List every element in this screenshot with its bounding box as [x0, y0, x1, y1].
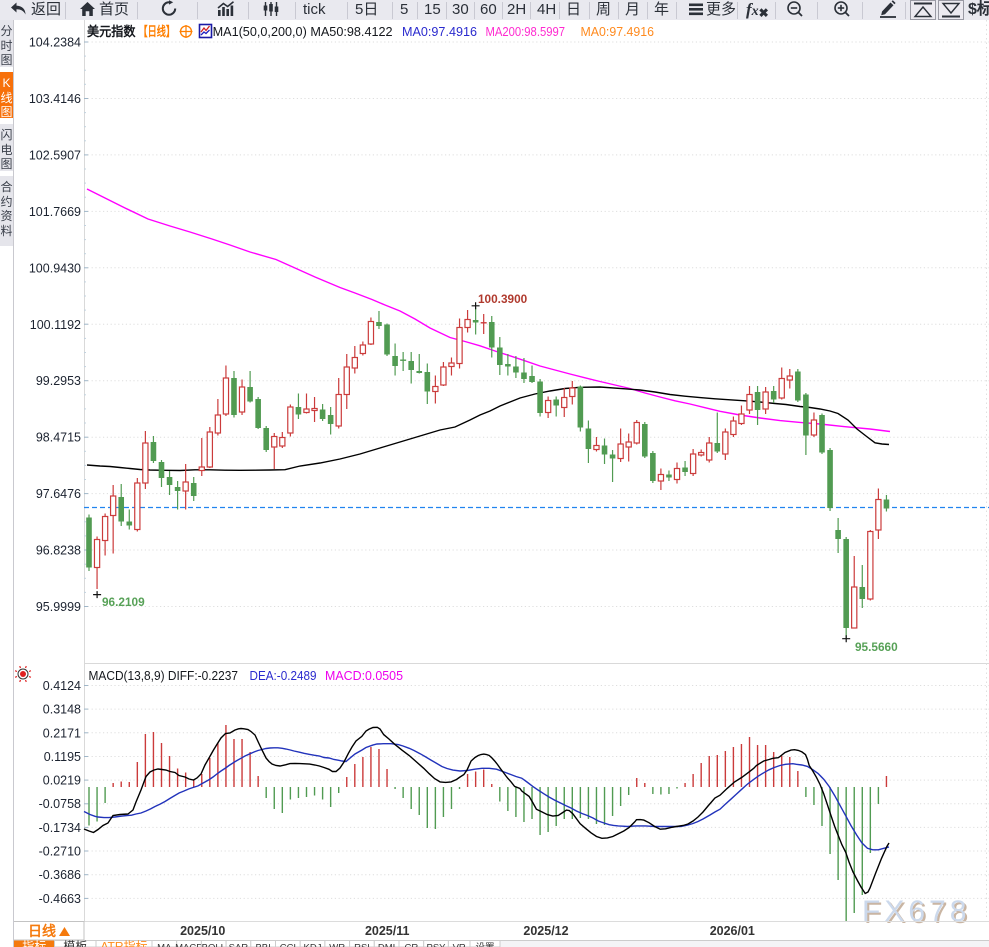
svg-text:2025/12: 2025/12: [523, 924, 568, 938]
svg-text:99.2953: 99.2953: [36, 374, 81, 388]
svg-text:MACD(13,8,9) DIFF:-0.2237: MACD(13,8,9) DIFF:-0.2237: [89, 668, 239, 683]
svg-text:MACD: MACD: [175, 943, 203, 947]
svg-text:模板: 模板: [63, 940, 87, 947]
svg-text:PSY: PSY: [426, 943, 446, 947]
svg-text:CCI: CCI: [280, 943, 296, 947]
svg-text:【日线】: 【日线】: [139, 24, 176, 39]
svg-text:FX678: FX678: [864, 897, 972, 930]
svg-text:100.9430: 100.9430: [29, 261, 81, 275]
svg-text:100.3900: 100.3900: [478, 292, 528, 306]
svg-text:0.4124: 0.4124: [43, 679, 81, 693]
svg-text:0.0219: 0.0219: [43, 774, 81, 788]
svg-text:日线: 日线: [28, 923, 56, 939]
svg-text:2025/10: 2025/10: [180, 924, 225, 938]
svg-text:MA0:97.4916: MA0:97.4916: [581, 24, 655, 39]
svg-text:DEA:-0.2489: DEA:-0.2489: [250, 668, 317, 683]
svg-text:2026/01: 2026/01: [710, 924, 755, 938]
svg-text:97.6476: 97.6476: [36, 487, 81, 501]
svg-text:KDJ: KDJ: [304, 943, 322, 947]
svg-text:101.7669: 101.7669: [29, 205, 81, 219]
svg-text:DMI: DMI: [378, 943, 395, 947]
svg-text:-0.0758: -0.0758: [39, 797, 81, 811]
svg-text:-0.2710: -0.2710: [39, 845, 81, 859]
svg-text:FX678: FX678: [862, 895, 970, 928]
svg-text:指标: 指标: [22, 939, 46, 947]
svg-text:MA1(50,0,200,0) MA50:98.4122: MA1(50,0,200,0) MA50:98.4122: [213, 24, 393, 39]
svg-text:ATR指标: ATR指标: [100, 939, 147, 947]
svg-text:RSI: RSI: [354, 943, 370, 947]
svg-text:-0.1734: -0.1734: [39, 821, 81, 835]
svg-text:0.3148: 0.3148: [43, 703, 81, 717]
svg-text:98.4715: 98.4715: [36, 431, 81, 445]
svg-text:CR: CR: [405, 943, 419, 947]
svg-text:美元指数: 美元指数: [87, 24, 136, 39]
svg-text:BBI: BBI: [255, 943, 270, 947]
svg-text:MA0:97.4916: MA0:97.4916: [402, 24, 477, 39]
svg-text:SAR: SAR: [229, 943, 249, 947]
svg-text:95.9999: 95.9999: [36, 600, 81, 614]
svg-text:BOLL: BOLL: [202, 943, 226, 947]
svg-text:MACD:0.0505: MACD:0.0505: [325, 668, 403, 683]
svg-text:-0.3686: -0.3686: [39, 868, 81, 882]
svg-text:-0.4663: -0.4663: [39, 892, 81, 906]
svg-text:96.8238: 96.8238: [36, 544, 81, 558]
svg-text:104.2384: 104.2384: [29, 36, 81, 50]
svg-text:100.1192: 100.1192: [30, 318, 81, 332]
svg-text:WR: WR: [329, 943, 345, 947]
svg-text:95.5660: 95.5660: [855, 640, 898, 654]
svg-text:MA: MA: [157, 943, 172, 947]
svg-text:0.1195: 0.1195: [44, 750, 81, 764]
svg-text:VR: VR: [453, 943, 466, 947]
svg-text:2025/11: 2025/11: [365, 924, 410, 938]
svg-text:设置: 设置: [475, 943, 494, 947]
svg-text:MA200:98.5997: MA200:98.5997: [486, 24, 566, 39]
svg-text:96.2109: 96.2109: [102, 595, 145, 609]
svg-text:102.5907: 102.5907: [29, 148, 81, 162]
svg-text:0.2171: 0.2171: [43, 726, 81, 740]
svg-text:103.4146: 103.4146: [29, 92, 81, 106]
